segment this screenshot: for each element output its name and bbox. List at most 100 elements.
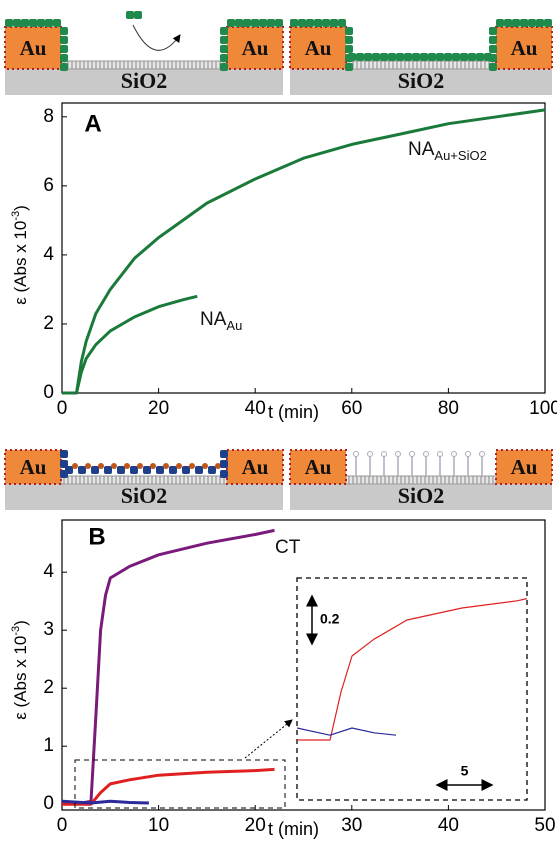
x-tick-label: 20 [245,815,266,836]
scale-bar-x-label: 5 [461,763,469,779]
x-tick-label: 30 [341,815,362,836]
chart: 0102030405001234t (min)ε (Abs x 10-3)BCT… [10,520,556,839]
molecule [536,19,544,27]
molecule [243,19,251,27]
molecule [338,19,346,27]
molecule [220,63,228,71]
molecule [504,19,512,27]
molecule-core [202,463,208,469]
page: AuAuSiO2AuAuSiO2AuAuSiO2AuAuSiO202040608… [0,0,557,848]
molecule [484,53,492,61]
electrode-label: Au [305,36,332,60]
molecule [544,19,552,27]
molecule [37,19,45,27]
y-axis-label: ε (Abs x 10-3) [10,205,31,305]
x-axis-label: t (min) [268,819,319,839]
molecule [156,466,164,474]
molecule [91,466,99,474]
molecule [275,19,283,27]
molecule [372,53,380,61]
molecule [364,53,372,61]
y-tick-label: 0 [43,793,54,814]
series-label-main: NA [408,139,435,160]
figure: AuAuSiO2AuAuSiO2AuAuSiO2AuAuSiO202040608… [0,0,557,848]
y-axis-label-exponent: -3 [10,211,22,221]
x-tick-label: 20 [148,398,169,419]
series-label-sub: Au+SiO2 [434,148,486,163]
molecule [53,19,61,27]
x-tick-label: 60 [341,398,362,419]
y-tick-label: 2 [43,677,54,698]
molecule-core [189,463,195,469]
y-tick-label: 0 [43,382,54,403]
substrate-label: SiO2 [121,68,167,93]
molecule-core [150,463,156,469]
y-tick-label: 1 [43,735,54,756]
plot-area [62,103,545,393]
y-tick-label: 4 [43,561,54,582]
y-axis-label-end: ) [11,205,30,211]
molecule [330,19,338,27]
molecule [489,36,497,44]
molecule [489,45,497,53]
x-axis-label: t (min) [268,402,319,422]
molecule [220,54,228,62]
y-axis-label-end: ) [11,620,30,626]
molecule [460,53,468,61]
molecule [143,466,151,474]
molecule [126,11,134,19]
molecule [5,19,13,27]
molecule [130,466,138,474]
y-tick-label: 8 [43,106,54,127]
x-tick-label: 0 [57,815,68,836]
electrode-label: Au [305,455,332,479]
molecule [468,53,476,61]
molecule [220,27,228,35]
molecule [314,19,322,27]
molecule-core [98,463,104,469]
panel-label: B [88,523,105,550]
molecule [134,11,142,19]
substrate-label: SiO2 [398,68,444,93]
y-tick-label: 2 [43,313,54,334]
molecule [60,54,68,62]
molecule [220,450,228,458]
molecule [60,36,68,44]
molecule [78,466,86,474]
molecule-core [163,463,169,469]
electrode-label: Au [242,36,269,60]
molecule [496,19,504,27]
molecule [60,63,68,71]
x-tick-label: 40 [245,398,266,419]
molecule [388,53,396,61]
electrode-label: Au [511,455,538,479]
substrate-label: SiO2 [398,483,444,508]
molecule [380,53,388,61]
schematic: Au Au SiO2 [5,5,283,95]
molecule [60,450,68,458]
molecule [267,19,275,27]
scale-bar-y-label: 0.2 [320,611,340,627]
molecule [404,53,412,61]
molecule [489,63,497,71]
molecule [117,466,125,474]
molecule [520,19,528,27]
molecule [528,19,536,27]
molecule [220,45,228,53]
y-tick-label: 4 [43,244,54,265]
electrode-label: Au [242,455,269,479]
molecule [348,53,356,61]
series-label-main: CT [275,537,301,558]
molecule [356,53,364,61]
series-label-main: NA [200,309,227,330]
molecule [251,19,259,27]
molecule [345,27,353,35]
molecule [227,19,235,27]
molecule [298,19,306,27]
molecule [60,45,68,53]
y-axis-label: ε (Abs x 10-3) [10,620,31,720]
electrode-label: Au [20,36,47,60]
molecule-core [176,463,182,469]
